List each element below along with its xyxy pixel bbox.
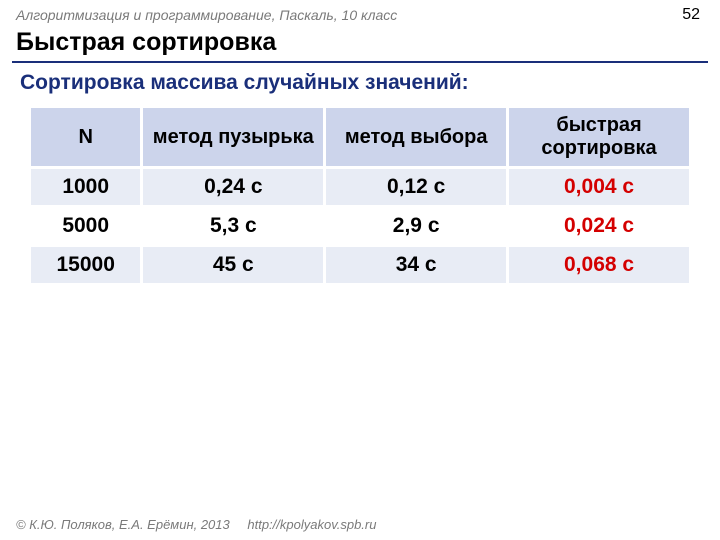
slide-header: Алгоритмизация и программирование, Паска… bbox=[0, 0, 720, 26]
title-underline bbox=[12, 61, 708, 63]
table-cell: 15000 bbox=[30, 246, 142, 285]
table-header-row: N метод пузырька метод выбора быстрая со… bbox=[30, 107, 691, 168]
table-cell: 5,3 с bbox=[142, 207, 325, 246]
table-cell: 0,004 с bbox=[508, 168, 691, 207]
page-number: 52 bbox=[682, 6, 700, 24]
col-header-quicksort: быстрая сортировка bbox=[508, 107, 691, 168]
footer-link: http://kpolyakov.spb.ru bbox=[247, 517, 376, 532]
table-body: 10000,24 с0,12 с0,004 с50005,3 с2,9 с0,0… bbox=[30, 168, 691, 285]
slide-footer: © К.Ю. Поляков, Е.А. Ерёмин, 2013 http:/… bbox=[16, 517, 376, 532]
comparison-table: N метод пузырька метод выбора быстрая со… bbox=[28, 105, 692, 286]
table-cell: 0,068 с bbox=[508, 246, 691, 285]
table-cell: 0,24 с bbox=[142, 168, 325, 207]
table-cell: 5000 bbox=[30, 207, 142, 246]
comparison-table-container: N метод пузырька метод выбора быстрая со… bbox=[0, 105, 720, 286]
table-cell: 0,024 с bbox=[508, 207, 691, 246]
slide-title: Быстрая сортировка bbox=[0, 26, 720, 61]
col-header-bubble: метод пузырька bbox=[142, 107, 325, 168]
col-header-n: N bbox=[30, 107, 142, 168]
table-cell: 34 с bbox=[325, 246, 508, 285]
table-row: 1500045 с34 с0,068 с bbox=[30, 246, 691, 285]
table-cell: 2,9 с bbox=[325, 207, 508, 246]
table-cell: 0,12 с bbox=[325, 168, 508, 207]
col-header-selection: метод выбора bbox=[325, 107, 508, 168]
copyright-text: © К.Ю. Поляков, Е.А. Ерёмин, 2013 bbox=[16, 517, 230, 532]
table-cell: 45 с bbox=[142, 246, 325, 285]
table-row: 50005,3 с2,9 с0,024 с bbox=[30, 207, 691, 246]
table-row: 10000,24 с0,12 с0,004 с bbox=[30, 168, 691, 207]
course-label: Алгоритмизация и программирование, Паска… bbox=[16, 7, 397, 23]
table-cell: 1000 bbox=[30, 168, 142, 207]
slide-subtitle: Сортировка массива случайных значений: bbox=[0, 71, 720, 105]
